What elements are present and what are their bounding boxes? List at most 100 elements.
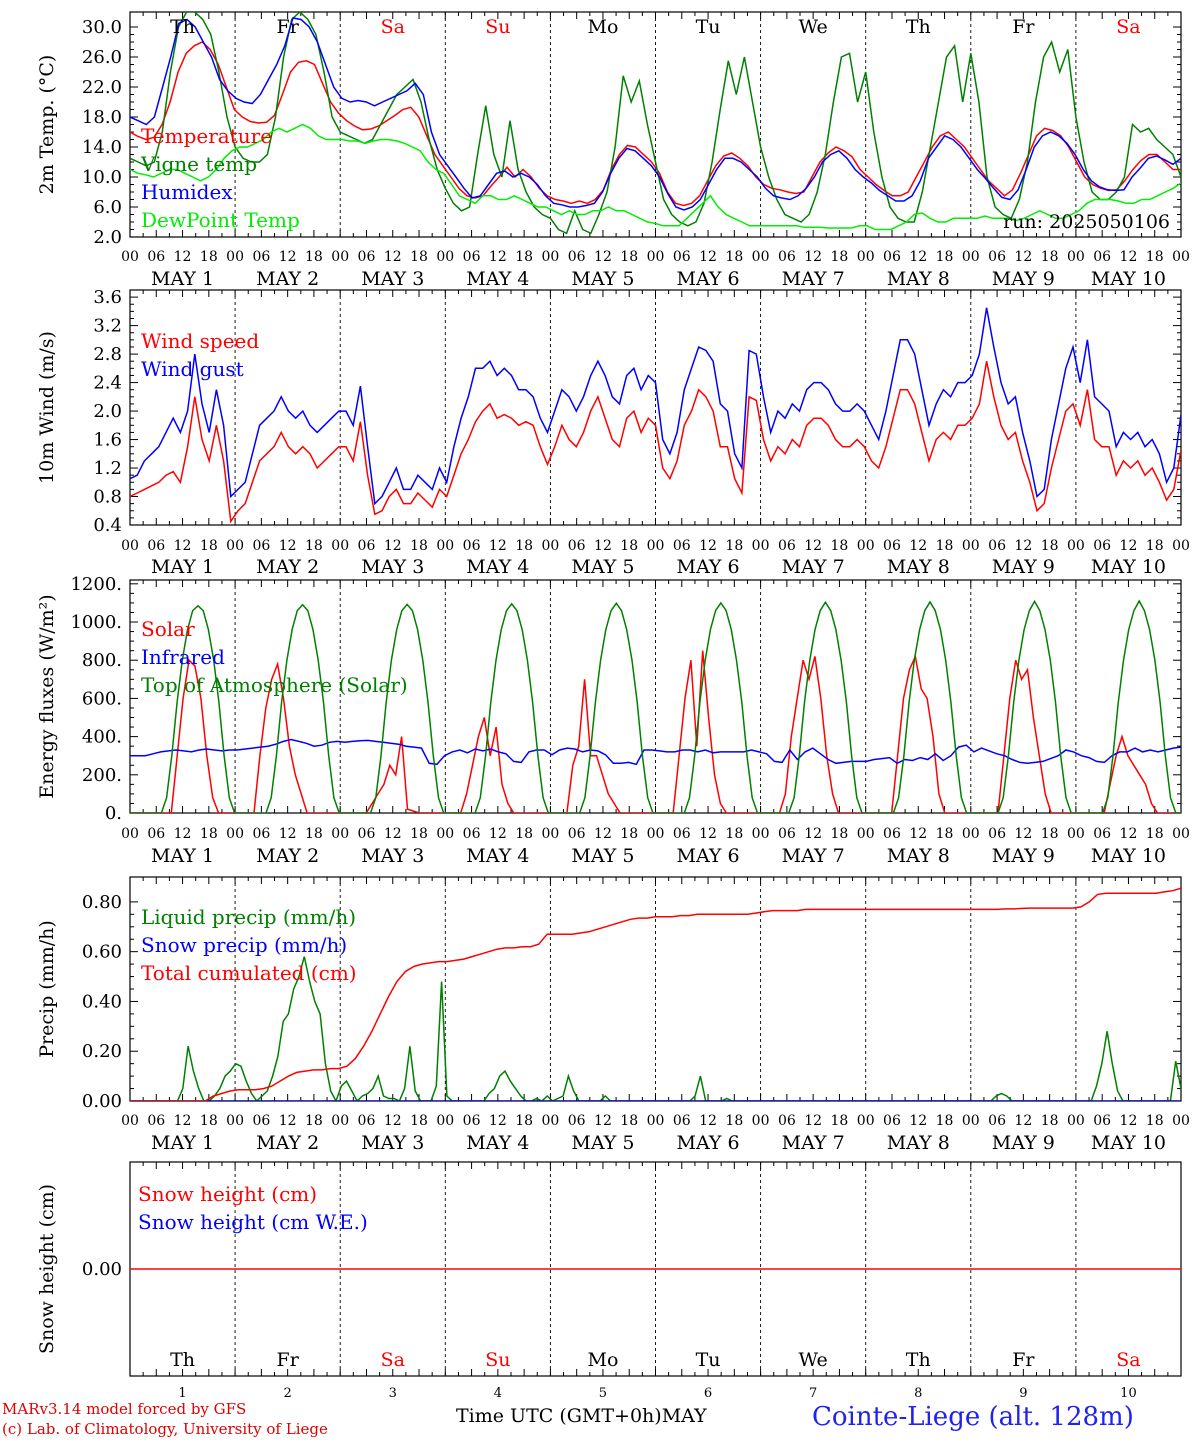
series-line-top-of-atmosphere-solar- bbox=[130, 599, 1181, 813]
hour-tick-label: 06 bbox=[463, 1113, 481, 1129]
hour-tick-label: 18 bbox=[936, 538, 954, 554]
legend-entry: Infrared bbox=[141, 645, 225, 669]
day-label: MAY 3 bbox=[361, 1132, 424, 1154]
legend-entry: Wind gust bbox=[141, 357, 244, 381]
series-line-wind-speed bbox=[130, 361, 1181, 524]
weekday-label: Sa bbox=[381, 16, 405, 38]
hour-tick-label: 00 bbox=[857, 538, 875, 554]
series-line-vigne-temp bbox=[130, 12, 1181, 235]
hour-tick-label: 18 bbox=[1146, 249, 1164, 265]
hour-tick-label: 00 bbox=[1067, 249, 1085, 265]
hour-tick-label: 00 bbox=[436, 538, 454, 554]
day-number: 8 bbox=[914, 1386, 922, 1400]
hour-tick-label: 12 bbox=[594, 1113, 612, 1129]
hour-tick-label: 06 bbox=[252, 826, 270, 842]
hour-tick-label: 00 bbox=[226, 249, 244, 265]
run-label: run: 2025050106 bbox=[1003, 211, 1170, 233]
day-label: MAY 8 bbox=[887, 556, 950, 578]
series-line-infrared bbox=[130, 738, 1181, 766]
day-label: MAY 10 bbox=[1091, 845, 1166, 867]
weekday-label-bottom: Sa bbox=[1116, 1349, 1140, 1371]
hour-tick-label: 12 bbox=[489, 538, 507, 554]
hour-tick-label: 18 bbox=[1146, 1113, 1164, 1129]
hour-tick-label: 18 bbox=[725, 826, 743, 842]
y-tick-label: 0.20 bbox=[82, 1041, 122, 1062]
hour-tick-label: 12 bbox=[174, 1113, 192, 1129]
y-axis-title: Precip (mm/h) bbox=[36, 920, 58, 1058]
day-label: MAY 9 bbox=[992, 1132, 1055, 1154]
legend-entry: Solar bbox=[141, 617, 195, 641]
day-label: MAY 2 bbox=[256, 845, 319, 867]
hour-tick-label: 18 bbox=[305, 1113, 323, 1129]
hour-tick-label: 00 bbox=[436, 1113, 454, 1129]
panel-frame bbox=[129, 11, 1182, 238]
hour-tick-label: 18 bbox=[725, 1113, 743, 1129]
hour-tick-label: 18 bbox=[305, 249, 323, 265]
hour-tick-label: 06 bbox=[1093, 826, 1111, 842]
day-label: MAY 6 bbox=[677, 845, 740, 867]
day-label: MAY 9 bbox=[992, 845, 1055, 867]
hour-tick-label: 12 bbox=[489, 249, 507, 265]
day-label: MAY 7 bbox=[782, 556, 845, 578]
hour-tick-label: 00 bbox=[752, 826, 770, 842]
hour-tick-label: 12 bbox=[804, 249, 822, 265]
day-label: MAY 8 bbox=[887, 268, 950, 290]
hour-tick-label: 12 bbox=[909, 826, 927, 842]
day-label: MAY 6 bbox=[677, 1132, 740, 1154]
hour-tick-label: 06 bbox=[778, 1113, 796, 1129]
y-tick-label: 2.0 bbox=[93, 227, 122, 248]
hour-tick-label: 06 bbox=[883, 826, 901, 842]
weekday-label: Tu bbox=[696, 16, 721, 38]
hour-tick-label: 12 bbox=[1120, 1113, 1138, 1129]
hour-tick-label: 12 bbox=[174, 826, 192, 842]
hour-tick-label: 00 bbox=[331, 538, 349, 554]
hour-tick-label: 18 bbox=[1041, 249, 1059, 265]
hour-tick-label: 18 bbox=[725, 538, 743, 554]
y-tick-label: 2.8 bbox=[93, 344, 122, 365]
hour-tick-label: 12 bbox=[1120, 249, 1138, 265]
hour-tick-label: 18 bbox=[410, 1113, 428, 1129]
hour-tick-label: 00 bbox=[1067, 538, 1085, 554]
series-line-total-cumulated-cm- bbox=[130, 887, 1181, 1101]
weekday-label: We bbox=[799, 16, 828, 38]
y-tick-label: 2.0 bbox=[93, 401, 122, 422]
hour-tick-label: 06 bbox=[673, 826, 691, 842]
hour-tick-label: 06 bbox=[778, 826, 796, 842]
y-tick-label: 0.4 bbox=[93, 515, 122, 536]
y-tick-label: 200. bbox=[82, 765, 122, 786]
hour-tick-label: 18 bbox=[831, 1113, 849, 1129]
hour-tick-label: 18 bbox=[936, 249, 954, 265]
legend-entry: Top of Atmosphere (Solar) bbox=[141, 673, 408, 697]
series-line-wind-gust bbox=[130, 307, 1181, 506]
y-tick-label: 1.6 bbox=[93, 430, 122, 451]
day-number: 10 bbox=[1120, 1386, 1137, 1400]
hour-tick-label: 00 bbox=[857, 1113, 875, 1129]
hour-tick-label: 00 bbox=[331, 249, 349, 265]
x-axis-title: Time UTC (GMT+0h)MAY bbox=[456, 1405, 707, 1427]
y-tick-label: 0.80 bbox=[82, 892, 122, 913]
hour-tick-label: 18 bbox=[515, 249, 533, 265]
hour-tick-label: 06 bbox=[463, 826, 481, 842]
hour-tick-label: 00 bbox=[436, 826, 454, 842]
day-label: MAY 3 bbox=[361, 845, 424, 867]
hour-tick-label: 06 bbox=[358, 1113, 376, 1129]
hour-tick-label: 12 bbox=[1014, 1113, 1032, 1129]
hour-tick-label: 12 bbox=[279, 538, 297, 554]
hour-tick-label: 18 bbox=[305, 538, 323, 554]
y-tick-label: 18.0 bbox=[82, 107, 122, 128]
weekday-label: Su bbox=[485, 16, 510, 38]
hour-tick-label: 06 bbox=[463, 249, 481, 265]
hour-tick-label: 18 bbox=[410, 249, 428, 265]
hour-tick-label: 06 bbox=[883, 538, 901, 554]
hour-tick-label: 06 bbox=[778, 538, 796, 554]
hour-tick-label: 06 bbox=[358, 249, 376, 265]
hour-tick-label: 06 bbox=[988, 538, 1006, 554]
hour-tick-label: 00 bbox=[541, 249, 559, 265]
hour-tick-label: 18 bbox=[410, 826, 428, 842]
hour-tick-label: 12 bbox=[489, 826, 507, 842]
hour-tick-label: 18 bbox=[1041, 1113, 1059, 1129]
weekday-label-bottom: Th bbox=[906, 1349, 931, 1371]
day-label: MAY 1 bbox=[151, 845, 214, 867]
hour-tick-label: 12 bbox=[594, 826, 612, 842]
hour-tick-label: 00 bbox=[752, 1113, 770, 1129]
